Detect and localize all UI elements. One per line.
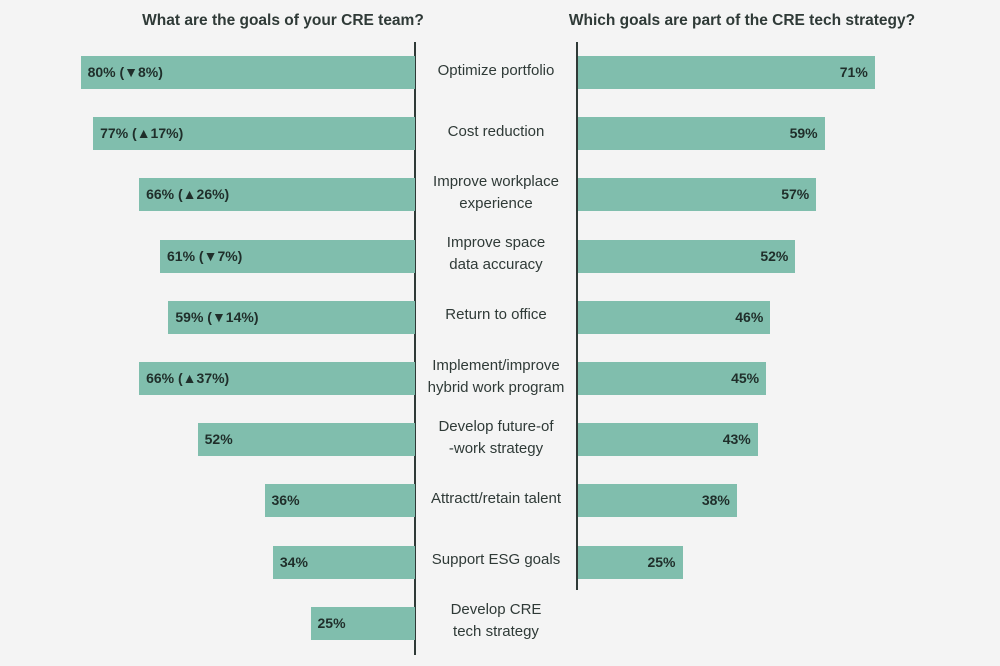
bar	[80, 56, 415, 89]
value-label: 43%	[722, 431, 751, 448]
value-label: 46%	[735, 308, 764, 325]
bar	[139, 362, 415, 395]
panel-title: What are the goals of your CRE team?	[142, 12, 424, 29]
value-label: 57%	[781, 186, 810, 203]
bar	[139, 178, 415, 212]
bar	[578, 362, 767, 395]
value-label: 71%	[839, 64, 868, 80]
bar	[578, 300, 771, 334]
bar	[310, 606, 415, 640]
value-label: 61% (▼7%)	[167, 247, 243, 264]
category-label: Attractt/retain talent	[430, 489, 562, 507]
value-label: 59% (▼14%)	[175, 308, 259, 325]
bar	[272, 545, 415, 579]
category-label: Develop future-of -work strategy	[438, 417, 554, 457]
value-label: 52%	[204, 431, 233, 448]
axis-line	[414, 42, 416, 655]
value-label: 36%	[271, 492, 300, 509]
bar	[578, 56, 875, 89]
bar	[578, 239, 796, 273]
category-label: Return to office	[445, 306, 547, 324]
bar	[578, 545, 683, 579]
value-label: 80% (▼8%)	[87, 64, 163, 80]
value-label: 52%	[760, 247, 789, 264]
category-label: Improve space data accuracy	[446, 234, 546, 274]
bar	[197, 423, 415, 457]
axis-line	[576, 42, 578, 590]
value-label: 45%	[731, 370, 760, 386]
bar	[160, 239, 415, 273]
value-label: 59%	[789, 125, 818, 142]
value-label: 66% (▲26%)	[146, 186, 230, 203]
category-label: Implement/improve hybrid work program	[427, 356, 565, 396]
panel-title: Which goals are part of the CRE tech str…	[568, 12, 916, 29]
category-label: Support ESG goals	[431, 551, 561, 569]
bar	[578, 484, 737, 518]
category-label: Improve workplace experience	[433, 172, 559, 212]
category-label: Optimize portfolio	[437, 61, 555, 79]
value-label: 25%	[647, 553, 676, 570]
value-label: 25%	[317, 614, 346, 631]
value-label: 66% (▲37%)	[146, 370, 230, 386]
bar	[168, 300, 415, 334]
bar	[93, 117, 415, 151]
value-label: 38%	[701, 492, 730, 509]
bar	[578, 117, 825, 151]
bar	[264, 484, 415, 518]
value-label: 34%	[279, 553, 308, 570]
bar	[578, 178, 817, 212]
category-label: Cost reduction	[447, 122, 545, 140]
bar	[578, 423, 758, 457]
category-label: Develop CRE tech strategy	[450, 601, 542, 641]
value-label: 77% (▲17%)	[100, 125, 184, 142]
